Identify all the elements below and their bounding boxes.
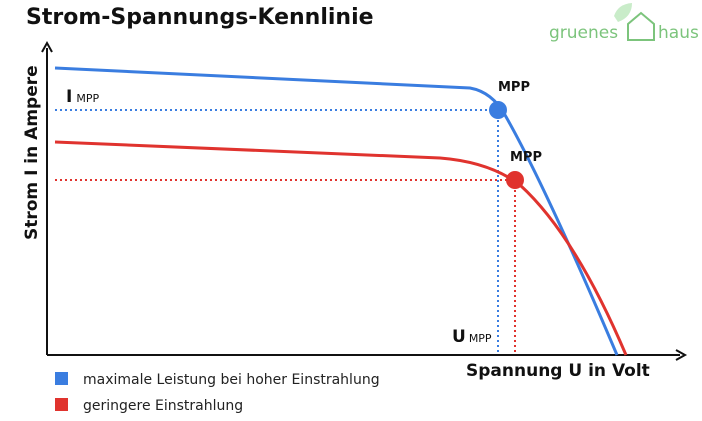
mpp-point (506, 171, 524, 189)
logo: gruenes haus (549, 3, 699, 43)
legend-label: maximale Leistung bei hoher Einstrahlung (83, 372, 380, 388)
logo-house (627, 11, 655, 41)
symbol: I (66, 87, 72, 107)
logo-text: haus (658, 23, 699, 43)
i-mpp-label: I MPP (66, 87, 99, 107)
legend-swatch (55, 398, 68, 411)
arrow (41, 40, 53, 53)
curve-low (54, 140, 628, 356)
legend-swatch (55, 372, 68, 385)
title: Strom-Spannungs-Kennlinie (26, 5, 374, 30)
x-axis-label: Spannung U in Volt (466, 361, 650, 381)
mpp-point (489, 101, 507, 119)
legend-label: geringere Einstrahlung (83, 398, 243, 414)
mpp-label: MPP (510, 150, 542, 165)
subscript: MPP (76, 92, 99, 105)
u-mpp-label: U MPP (452, 327, 492, 347)
symbol: U (452, 327, 466, 347)
logo-leaf (614, 3, 632, 22)
subscript: MPP (469, 332, 492, 345)
y-axis-label: Strom I in Ampere (22, 65, 42, 240)
curve-high (54, 66, 619, 356)
logo-text: gruenes (549, 23, 618, 43)
mpp-label: MPP (498, 80, 530, 95)
arrow (675, 349, 688, 361)
